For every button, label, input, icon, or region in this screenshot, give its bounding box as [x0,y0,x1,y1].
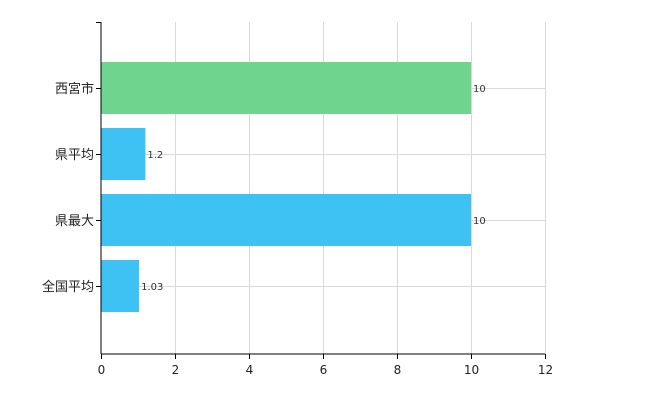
bar [101,128,146,180]
y-category-label: 全国平均 [42,279,94,295]
data-label: 10 [473,84,486,95]
bar [101,260,140,312]
y-category-label: 県平均 [55,148,94,163]
x-axis-ticks: 0 2 4 6 8 10 12 [98,354,553,377]
bar [101,62,471,114]
x-tick-label: 0 [98,363,106,377]
x-tick-label: 8 [394,363,402,377]
y-category-label: 県最大 [55,214,94,229]
x-tick-label: 12 [538,363,553,377]
data-label: 1.2 [147,150,163,161]
bar [101,194,471,246]
data-labels: 10 1.2 10 1.03 [141,84,486,293]
x-tick-label: 10 [464,363,479,377]
data-label: 10 [473,216,486,227]
x-tick-label: 6 [320,363,328,377]
data-label: 1.03 [141,282,163,293]
y-category-label: 西宮市 [55,81,94,97]
x-tick-label: 4 [246,363,254,377]
x-tick-label: 2 [172,363,180,377]
bars [101,62,471,312]
